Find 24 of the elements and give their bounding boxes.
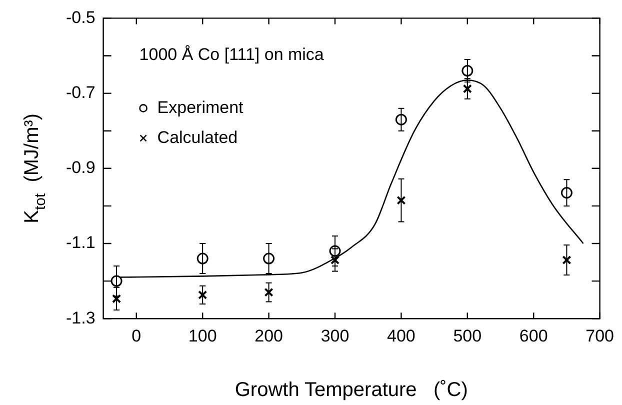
point — [264, 288, 274, 297]
point — [198, 290, 208, 300]
x-tick-label: 0 — [132, 326, 142, 346]
legend-label: Calculated — [157, 128, 238, 147]
y-tick-label: -1.1 — [66, 233, 96, 252]
y-axis-title: Ktot (MJ/m³) — [21, 113, 49, 224]
legend-label: Experiment — [157, 98, 244, 117]
x-tick-label: 500 — [453, 326, 482, 346]
x-tick-label: 100 — [188, 326, 217, 346]
x-tick-label: 400 — [387, 326, 416, 346]
point — [330, 255, 340, 265]
x-tick-label: 300 — [320, 326, 350, 346]
annotation: 1000 Å Co [111] on mica — [139, 44, 324, 64]
y-tick-label: -0.7 — [66, 82, 96, 102]
x-axis-title: Growth Temperature (˚C) — [234, 379, 468, 401]
y-tick-label: -0.9 — [66, 158, 96, 178]
x-tick-label: 700 — [586, 326, 614, 346]
point — [562, 255, 572, 265]
y-tick-label: -0.5 — [66, 8, 96, 27]
y-tick-label: -1.3 — [66, 308, 96, 328]
x-tick-label: 600 — [519, 326, 548, 346]
point — [462, 84, 472, 94]
x-tick-label: 200 — [254, 326, 283, 346]
point — [396, 196, 406, 205]
